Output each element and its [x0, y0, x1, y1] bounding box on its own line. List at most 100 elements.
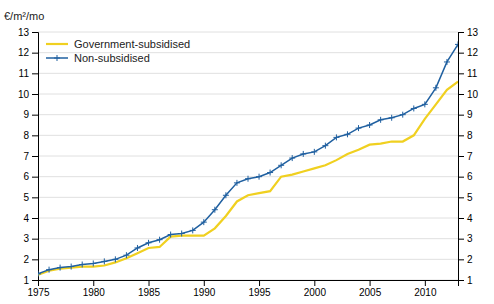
tick: 1980	[83, 280, 106, 298]
tick-mark	[32, 239, 38, 240]
tick-mark	[458, 156, 464, 157]
tick: 2005	[359, 280, 382, 298]
grid-line	[38, 135, 458, 136]
grid-line	[38, 197, 458, 198]
tick-mark	[458, 197, 464, 198]
axis-line	[459, 33, 465, 281]
tick: 6	[458, 171, 473, 182]
marker	[267, 170, 273, 176]
tick: 1	[458, 275, 473, 286]
marker	[311, 149, 317, 155]
marker	[146, 240, 152, 246]
tick-mark	[458, 177, 464, 178]
tick-mark	[32, 280, 38, 281]
marker	[278, 162, 284, 168]
tick-label: 7	[467, 151, 473, 162]
tick: 8	[23, 130, 38, 141]
marker	[101, 258, 107, 264]
legend-item: Non-subsidised	[46, 52, 150, 64]
tick-mark	[314, 280, 315, 286]
y2-axis: 12345678910111213	[458, 27, 479, 286]
tick-label: 3	[23, 233, 29, 244]
tick: 8	[458, 130, 473, 141]
tick: 4	[458, 213, 473, 224]
marker	[444, 59, 450, 65]
marker	[79, 262, 85, 268]
tick-mark	[32, 156, 38, 157]
tick-mark	[458, 280, 464, 281]
tick: 10	[18, 89, 38, 100]
tick-mark	[458, 73, 464, 74]
tick-label: 10	[18, 89, 30, 100]
marker	[411, 105, 417, 111]
legend: Government-subsidised Non-subsidised	[46, 38, 190, 64]
tick-mark	[458, 259, 464, 260]
tick-mark	[425, 280, 426, 286]
tick-label: 13	[18, 27, 30, 38]
tick-mark	[458, 53, 464, 54]
tick: 1	[23, 275, 38, 286]
tick-label: 12	[467, 47, 479, 58]
marker	[256, 174, 262, 180]
tick-label: 11	[19, 68, 30, 79]
marker	[344, 131, 350, 137]
tick: 2000	[304, 280, 327, 298]
tick-label: 6	[23, 171, 29, 182]
tick-label: 6	[467, 171, 473, 182]
tick-mark	[259, 280, 260, 286]
marker	[68, 264, 74, 270]
tick-mark	[32, 53, 38, 54]
grid-line	[38, 259, 458, 260]
tick-mark	[458, 32, 464, 33]
marker	[422, 101, 428, 107]
tick-mark	[370, 280, 371, 286]
tick-mark	[32, 94, 38, 95]
tick-label: 1995	[248, 287, 271, 298]
tick-label: 5	[467, 192, 473, 203]
tick-mark	[32, 259, 38, 260]
marker	[389, 115, 395, 121]
legend-item: Government-subsidised	[46, 38, 190, 50]
tick: 2	[23, 254, 38, 265]
axis-line	[39, 281, 459, 287]
tick-mark	[458, 135, 464, 136]
tick: 3	[23, 233, 38, 244]
tick: 13	[18, 27, 38, 38]
tick: 5	[23, 192, 38, 203]
tick-label: 12	[18, 47, 30, 58]
tick-label: 1975	[27, 287, 50, 298]
tick-mark	[458, 218, 464, 219]
series-line	[38, 44, 458, 273]
tick-label: 4	[23, 213, 29, 224]
tick-label: 1990	[193, 287, 216, 298]
marker	[212, 207, 218, 213]
tick: 13	[458, 27, 479, 38]
grid-line	[38, 32, 458, 33]
tick: 11	[458, 68, 478, 79]
tick: 1985	[138, 280, 161, 298]
tick-label: 2010	[414, 287, 437, 298]
tick: 12	[18, 47, 38, 58]
grid-line	[38, 238, 458, 239]
legend-marker	[54, 55, 60, 61]
tick-mark	[32, 73, 38, 74]
tick-label: 2005	[359, 287, 382, 298]
tick-label: 2000	[304, 287, 327, 298]
tick-label: 1	[467, 275, 473, 286]
grid-line	[38, 218, 458, 219]
marker	[356, 125, 362, 131]
tick-mark	[32, 197, 38, 198]
tick-label: 13	[467, 27, 479, 38]
grid	[38, 32, 458, 280]
marker	[245, 176, 251, 182]
tick-label: 1	[23, 275, 29, 286]
chart: 1975198019851990199520002005201012345678…	[0, 0, 494, 304]
marker	[400, 112, 406, 118]
axis-line	[32, 33, 39, 281]
y-axis: 12345678910111213	[18, 27, 39, 286]
tick: 2010	[414, 280, 437, 298]
marker	[190, 227, 196, 233]
marker	[433, 85, 439, 91]
tick-mark	[32, 135, 38, 136]
tick: 10	[458, 89, 479, 100]
